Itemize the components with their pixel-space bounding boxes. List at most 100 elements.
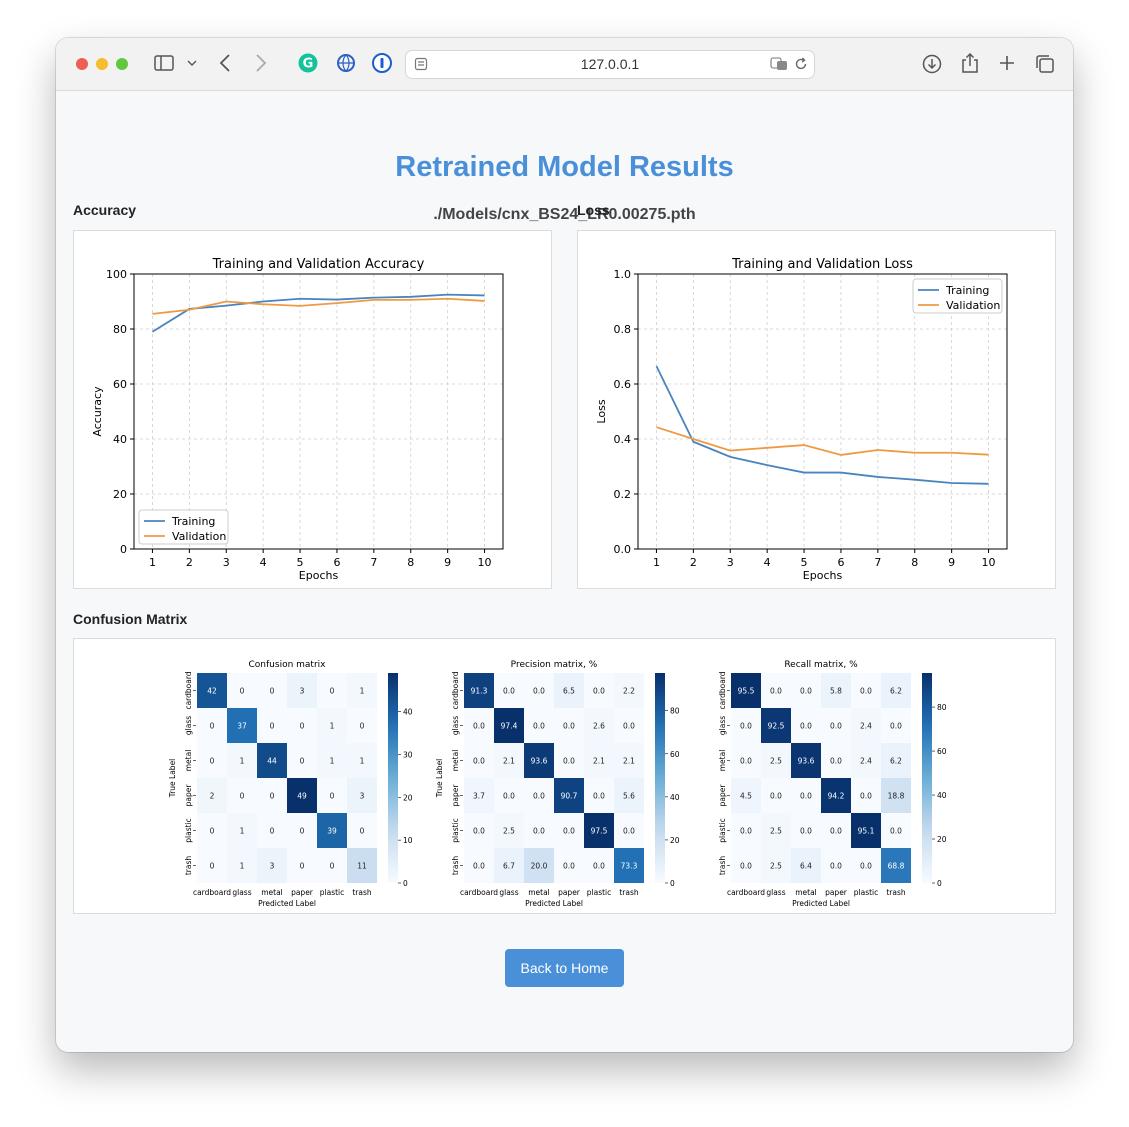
grammarly-extension-icon[interactable]: G <box>298 53 318 73</box>
heatmap-cell-value: 0.0 <box>890 827 902 836</box>
x-tick-label: 9 <box>948 556 955 569</box>
heatmap-cell <box>851 743 881 778</box>
heatmap-cell-value: 3 <box>360 792 365 801</box>
translate-extension-icon[interactable] <box>336 53 356 73</box>
sidebar-toggle-icon[interactable] <box>154 55 174 71</box>
zoom-window-button[interactable] <box>116 58 128 70</box>
password-manager-icon[interactable] <box>372 53 392 73</box>
minimize-window-button[interactable] <box>96 58 108 70</box>
series-line-validation <box>656 426 989 456</box>
page-settings-icon[interactable] <box>414 57 428 71</box>
heatmap-cell <box>614 673 644 708</box>
heatmap-cell <box>464 813 494 848</box>
heatmap-cell-value: 0.0 <box>563 827 575 836</box>
heatmap-cell <box>257 813 287 848</box>
heatmap-cell-value: 6.7 <box>503 862 515 871</box>
y-axis-label: Accuracy <box>91 386 104 437</box>
heatmap-cell <box>494 743 524 778</box>
forward-arrow-icon[interactable] <box>255 54 267 72</box>
heatmap-cell <box>584 673 614 708</box>
x-tick-label: plastic <box>854 888 879 897</box>
x-tick-label: 1 <box>149 556 156 569</box>
x-tick-label: metal <box>795 888 817 897</box>
heatmap-cell-value: 0 <box>210 722 215 731</box>
heatmap-cell <box>791 708 821 743</box>
y-axis-label: True Label <box>168 759 177 799</box>
heatmap-cell-value: 0 <box>270 792 275 801</box>
x-axis-label: Epochs <box>803 569 843 582</box>
y-tick-label: plastic <box>184 818 193 843</box>
heatmap-cell-value: 37 <box>237 722 247 731</box>
heatmap-cell-value: 0.0 <box>740 827 752 836</box>
heatmap-cell-value: 2.4 <box>860 757 872 766</box>
y-tick-label: 100 <box>106 268 127 281</box>
heatmap-cell-value: 93.6 <box>531 757 548 766</box>
translate-icon[interactable] <box>770 57 788 71</box>
back-to-home-button[interactable]: Back to Home <box>505 949 624 987</box>
plot-frame <box>133 273 504 550</box>
heatmap-cell <box>494 673 524 708</box>
y-tick-label: 0.8 <box>614 323 632 336</box>
heatmap-cell-value: 2.1 <box>623 757 635 766</box>
y-tick-label: 80 <box>113 323 127 336</box>
heatmap-cell <box>317 708 347 743</box>
series-line-training <box>151 293 485 333</box>
heatmap-cell-value: 0.0 <box>800 722 812 731</box>
heatmap-cell <box>317 778 347 813</box>
download-icon[interactable] <box>922 54 942 74</box>
reload-icon[interactable] <box>794 57 808 71</box>
heatmap-title: Precision matrix, % <box>511 660 598 670</box>
share-icon[interactable] <box>961 52 979 74</box>
heatmap-cell-value: 5.6 <box>623 792 635 801</box>
heatmap-cell-value: 0 <box>360 722 365 731</box>
colorbar-tick-label: 0 <box>670 879 675 888</box>
heatmap-cell <box>524 813 554 848</box>
legend-label: Training <box>171 515 215 528</box>
heatmap-cell <box>257 673 287 708</box>
series-line-training <box>655 365 989 485</box>
chevron-down-icon[interactable] <box>187 59 197 67</box>
heatmap-cell <box>584 708 614 743</box>
plot-frame <box>637 273 1008 550</box>
colorbar-tick-label: 80 <box>670 707 680 716</box>
confusion-card: Confusion matrix 42 0 0 3 0 1 0 37 0 0 1 0 0 1 44 0 1 1 2 0 0… <box>73 638 1056 914</box>
heatmap-cell <box>257 848 287 883</box>
heatmap-cell-value: 6.2 <box>890 687 902 696</box>
new-tab-icon[interactable] <box>999 55 1015 71</box>
x-tick-label: 2 <box>186 556 193 569</box>
y-tick-label: trash <box>718 856 727 876</box>
colorbar <box>655 673 665 883</box>
heatmap-cell-value: 2.5 <box>503 827 515 836</box>
x-tick-label: 2 <box>690 556 697 569</box>
url-text: 127.0.0.1 <box>580 56 640 72</box>
heatmap-cell-value: 18.8 <box>888 792 905 801</box>
heatmap-cell <box>287 778 317 813</box>
accuracy-card: 1 2 3 4 5 6 7 8 9 10 0 20 40 60 80 100 Training and Vali… <box>73 230 552 589</box>
heatmap-cell <box>524 708 554 743</box>
heatmap-cell <box>554 813 584 848</box>
heatmap-cell <box>791 778 821 813</box>
colorbar <box>922 673 932 883</box>
heatmap-cell <box>881 708 911 743</box>
heatmap-cell <box>197 813 227 848</box>
heatmap-cell <box>881 673 911 708</box>
heatmap-cell-value: 94.2 <box>828 792 845 801</box>
heatmap-cell <box>464 673 494 708</box>
close-window-button[interactable] <box>76 58 88 70</box>
heatmap-cell <box>761 778 791 813</box>
svg-text:G: G <box>303 57 314 72</box>
x-tick-label: 4 <box>764 556 771 569</box>
heatmap-cell-value: 0.0 <box>473 757 485 766</box>
tab-overview-icon[interactable] <box>1035 54 1055 74</box>
heatmap-cell <box>881 848 911 883</box>
heatmap-cell-value: 0.0 <box>563 722 575 731</box>
back-arrow-icon[interactable] <box>219 54 231 72</box>
heatmap-cell-value: 0.0 <box>533 827 545 836</box>
heatmap-cell <box>524 743 554 778</box>
x-tick-label: 3 <box>223 556 230 569</box>
heatmap-cell-value: 0.0 <box>860 687 872 696</box>
heatmap-cell <box>761 673 791 708</box>
heatmap-cell <box>347 813 377 848</box>
y-tick-label: paper <box>718 784 727 807</box>
address-bar[interactable]: 127.0.0.1 <box>405 50 815 79</box>
